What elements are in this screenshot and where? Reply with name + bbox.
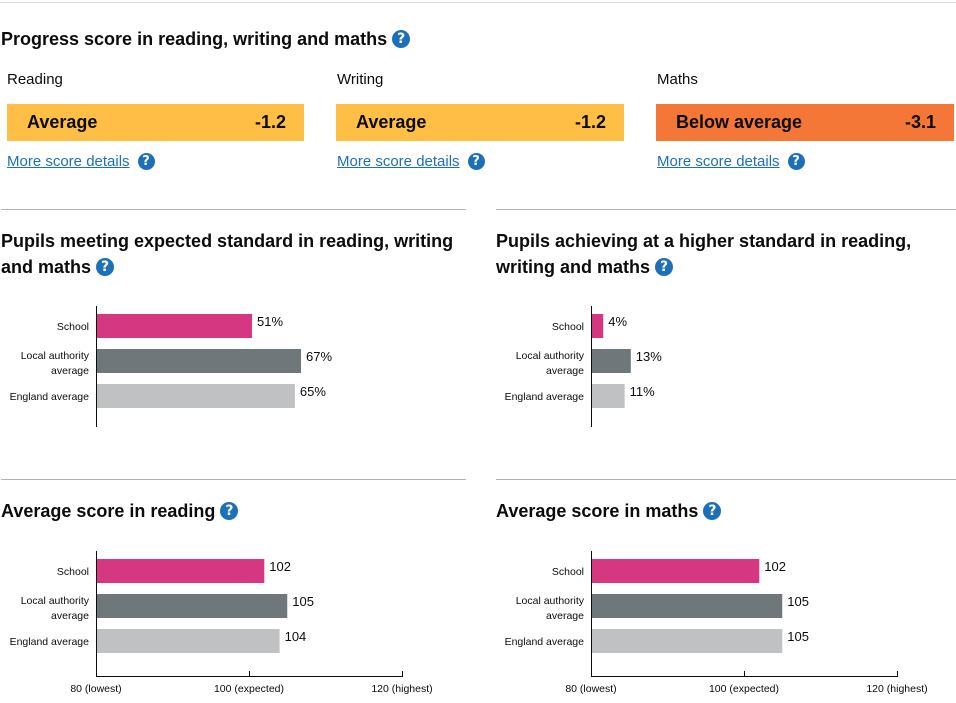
progress-title-text: Progress score in reading, writing and m… bbox=[1, 29, 388, 49]
bar-school bbox=[97, 314, 253, 338]
bar-school bbox=[97, 559, 265, 583]
category-label-local-authority: average bbox=[546, 365, 584, 377]
data-label-england: 11% bbox=[630, 384, 655, 399]
top-divider bbox=[0, 2, 956, 3]
data-label-school: 102 bbox=[764, 559, 786, 574]
chart-title-line: Average score in maths bbox=[496, 501, 699, 521]
category-label-local-authority: Local authority bbox=[516, 595, 585, 607]
score-band-reading: Average bbox=[27, 112, 98, 132]
category-label-local-authority: average bbox=[51, 365, 89, 377]
more-details-writing: More score details ? bbox=[331, 153, 624, 170]
question-circle-icon[interactable]: ? bbox=[655, 258, 674, 276]
category-label-england: England average bbox=[505, 636, 585, 648]
score-bar-writing: Average -1.2 bbox=[336, 104, 624, 141]
subject-label-reading: Reading bbox=[7, 71, 63, 88]
chart-title-line: Pupils meeting expected standard in read… bbox=[1, 231, 454, 251]
score-value-maths: -3.1 bbox=[904, 112, 936, 132]
chart-title-expected: Pupils meeting expected standard in read… bbox=[1, 228, 471, 280]
bar-local-authority bbox=[592, 594, 783, 618]
bar-local-authority bbox=[97, 349, 302, 373]
question-circle-icon[interactable]: ? bbox=[467, 153, 485, 170]
bar-england bbox=[97, 384, 295, 408]
chart-title-maths: Average score in maths ? bbox=[496, 498, 956, 524]
x-tick-label: 80 (lowest) bbox=[70, 683, 121, 695]
question-circle-icon[interactable]: ? bbox=[392, 30, 411, 48]
chart-average-maths: 102 School 105 Local authority average 105 Eng… bbox=[505, 551, 928, 695]
category-label-england: England average bbox=[505, 391, 585, 403]
data-label-local-authority: 13% bbox=[636, 349, 662, 364]
section-divider bbox=[1, 209, 466, 210]
x-tick-label: 120 (highest) bbox=[371, 683, 432, 695]
bar-local-authority bbox=[592, 349, 631, 373]
score-value-writing: -1.2 bbox=[574, 112, 606, 132]
question-circle-icon[interactable]: ? bbox=[220, 502, 239, 520]
data-label-school: 4% bbox=[608, 314, 627, 329]
section-divider bbox=[496, 209, 956, 210]
chart-expected-standard: 51% School 67% Local authority average 65% Eng… bbox=[10, 306, 332, 427]
chart-title-reading: Average score in reading ? bbox=[1, 498, 471, 524]
more-score-details-link-writing[interactable]: More score details bbox=[337, 153, 460, 170]
score-value-reading: -1.2 bbox=[254, 112, 286, 132]
question-circle-icon[interactable]: ? bbox=[703, 502, 722, 520]
data-label-local-authority: 67% bbox=[306, 349, 332, 364]
question-circle-icon[interactable]: ? bbox=[137, 153, 155, 170]
more-score-details-link-maths[interactable]: More score details bbox=[657, 153, 780, 170]
category-label-school: School bbox=[552, 321, 584, 333]
chart-title-line: Pupils achieving at a higher standard in… bbox=[496, 231, 912, 251]
progress-writing: Writing Average -1.2 More score details … bbox=[331, 70, 624, 170]
score-bar-maths: Below average -3.1 bbox=[656, 104, 954, 141]
category-label-england: England average bbox=[10, 636, 90, 648]
chart-title-higher: Pupils achieving at a higher standard in… bbox=[496, 228, 956, 280]
section-divider bbox=[1, 479, 466, 480]
bar-england bbox=[97, 629, 280, 653]
bar-local-authority bbox=[97, 594, 288, 618]
score-band-maths: Below average bbox=[676, 112, 803, 132]
progress-maths: Maths Below average -3.1 More score deta… bbox=[651, 70, 954, 170]
data-label-school: 102 bbox=[269, 559, 291, 574]
data-label-england: 65% bbox=[300, 384, 326, 399]
chart-title-line: and maths bbox=[1, 257, 92, 277]
progress-reading: Reading Average -1.2 More score details … bbox=[1, 70, 304, 170]
bar-england bbox=[592, 384, 625, 408]
more-details-maths: More score details ? bbox=[651, 153, 954, 170]
data-label-local-authority: 105 bbox=[292, 594, 314, 609]
category-label-school: School bbox=[552, 566, 584, 578]
chart-title-line: Average score in reading bbox=[1, 501, 216, 521]
bar-england bbox=[592, 629, 783, 653]
data-label-school: 51% bbox=[257, 314, 283, 329]
category-label-school: School bbox=[57, 566, 89, 578]
x-tick-label: 100 (expected) bbox=[214, 683, 284, 695]
data-label-england: 104 bbox=[285, 629, 307, 644]
subject-label-maths: Maths bbox=[657, 71, 698, 88]
score-band-writing: Average bbox=[356, 112, 427, 132]
category-label-school: School bbox=[57, 321, 89, 333]
more-score-details-link-reading[interactable]: More score details bbox=[7, 153, 130, 170]
question-circle-icon[interactable]: ? bbox=[96, 258, 115, 276]
question-circle-icon[interactable]: ? bbox=[787, 153, 805, 170]
chart-title-line: writing and maths bbox=[496, 257, 651, 277]
category-label-local-authority: average bbox=[51, 610, 89, 622]
category-label-england: England average bbox=[10, 391, 90, 403]
x-tick-label: 100 (expected) bbox=[709, 683, 779, 695]
more-details-reading: More score details ? bbox=[1, 153, 304, 170]
progress-section-title: Progress score in reading, writing and m… bbox=[1, 26, 411, 52]
category-label-local-authority: Local authority bbox=[21, 595, 90, 607]
x-tick-label: 80 (lowest) bbox=[565, 683, 616, 695]
x-tick-label: 120 (highest) bbox=[866, 683, 927, 695]
subject-label-writing: Writing bbox=[337, 71, 384, 88]
section-divider bbox=[496, 479, 956, 480]
chart-higher-standard: 4% School 13% Local authority average 11% Engl… bbox=[505, 306, 662, 427]
category-label-local-authority: Local authority bbox=[21, 350, 90, 362]
bar-school bbox=[592, 559, 760, 583]
chart-average-reading: 102 School 105 Local authority average 104 Eng… bbox=[10, 551, 433, 695]
category-label-local-authority: Local authority bbox=[516, 350, 585, 362]
score-bar-reading: Average -1.2 bbox=[7, 104, 304, 141]
data-label-england: 105 bbox=[787, 629, 809, 644]
category-label-local-authority: average bbox=[546, 610, 584, 622]
data-label-local-authority: 105 bbox=[787, 594, 809, 609]
bar-school bbox=[592, 314, 604, 338]
